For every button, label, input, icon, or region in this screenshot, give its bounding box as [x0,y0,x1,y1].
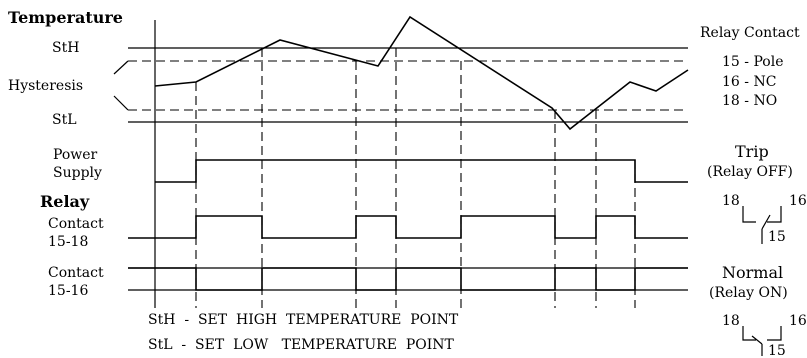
normal-pin-15: 15 [768,343,786,358]
pin-15-pole: 15 - Pole [722,54,784,70]
contact-15-16-label-line1: Contact [48,265,104,281]
pin-16-nc: 16 - NC [722,74,776,90]
normal-pin-16: 16 [789,313,807,329]
trip-pin-15: 15 [768,229,786,245]
power-label-line2: Supply [53,165,102,181]
pin-18-no: 18 - NO [722,93,777,109]
stl-label: StL [52,112,77,128]
contact-15-18-label-line1: Contact [48,216,104,232]
hysteresis-brace-top [113,60,129,75]
legend-stl: StL - SET LOW TEMPERATURE POINT [148,337,455,353]
relay-label: Relay [40,192,90,211]
trip-subtitle: (Relay OFF) [707,164,793,180]
trip-contact-symbol [742,206,782,244]
contact-15-16-waveform [128,267,688,291]
sth-label: StH [52,40,79,56]
hysteresis-label: Hysteresis [8,78,83,94]
hysteresis-brace-bottom [113,95,129,111]
normal-title: Normal [722,263,783,282]
temperature-waveform [154,15,689,131]
relay-contact-title: Relay Contact [700,25,800,41]
normal-pin-18: 18 [722,313,740,329]
contact-15-16-label-line2: 15-16 [48,283,88,299]
trip-pin-16: 16 [789,193,807,209]
normal-contact-symbol [742,326,782,356]
contact-15-18-waveform [128,215,688,239]
contact-15-18-label-line2: 15-18 [48,234,88,250]
legend-sth: StH - SET HIGH TEMPERATURE POINT [148,312,459,328]
power-label-line1: Power [53,147,98,163]
temperature-label: Temperature [8,8,123,27]
power-supply-waveform [155,159,688,183]
trip-pin-18: 18 [722,193,740,209]
trip-title: Trip [735,142,769,161]
normal-subtitle: (Relay ON) [709,285,788,301]
